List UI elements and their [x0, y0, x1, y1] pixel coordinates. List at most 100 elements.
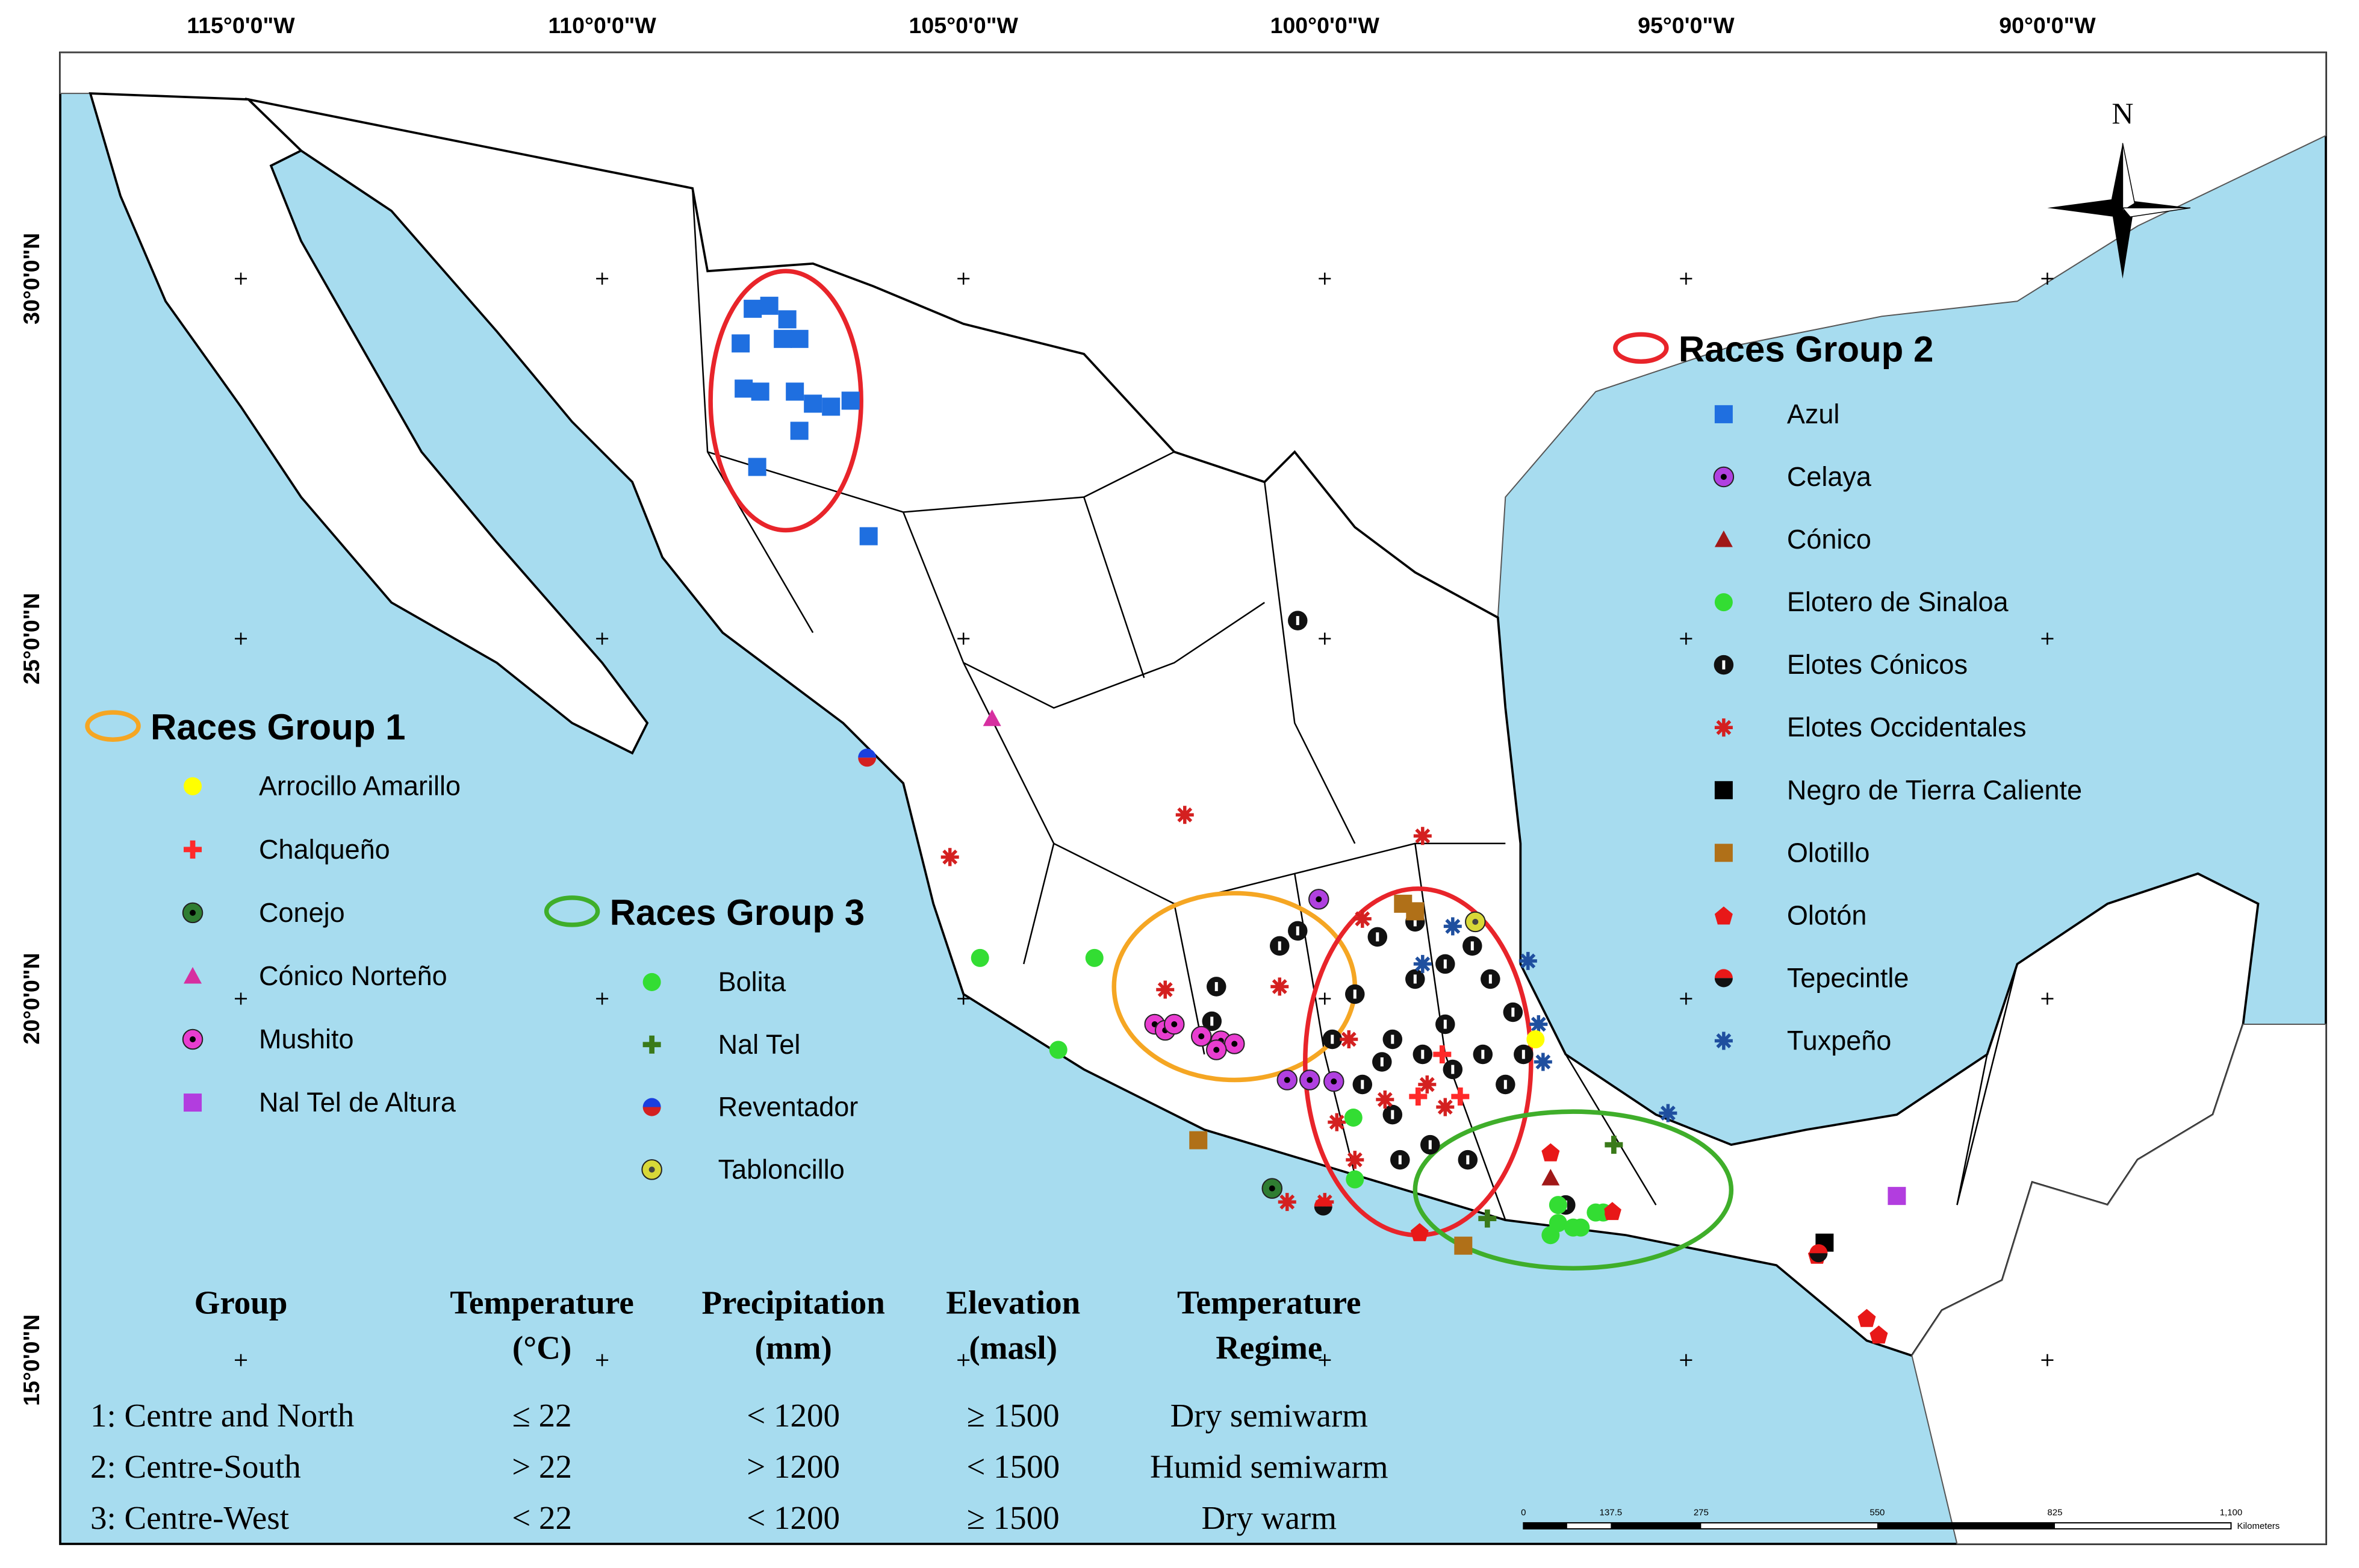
table-cell: < 1500	[966, 1448, 1060, 1485]
graticule-cross	[596, 272, 609, 285]
graticule-cross	[2041, 992, 2054, 1005]
marker	[748, 458, 766, 476]
marker-dot	[1213, 1047, 1220, 1053]
marker-dot	[1720, 473, 1727, 480]
graticule-cross	[1319, 272, 1331, 285]
marker	[1518, 951, 1537, 970]
table-header: Temperature	[450, 1284, 633, 1321]
marker	[1714, 530, 1733, 547]
marker	[1714, 844, 1733, 862]
graticule-cross	[235, 632, 247, 645]
marker	[841, 391, 860, 410]
marker	[822, 397, 841, 416]
legend-item: Cónico	[1787, 524, 1871, 555]
marker	[1809, 1244, 1828, 1254]
marker	[732, 334, 750, 353]
marker	[1541, 1169, 1560, 1186]
marker-dot	[1443, 959, 1447, 969]
marker	[790, 422, 809, 440]
marker	[1314, 1206, 1332, 1216]
north-label: N	[2112, 96, 2133, 130]
marker	[1413, 954, 1432, 973]
marker	[1443, 917, 1462, 936]
table-cell: ≥ 1500	[967, 1499, 1060, 1536]
marker-dot	[1421, 1050, 1425, 1059]
legend-item: Chalqueño	[259, 834, 390, 865]
marker	[1436, 1098, 1455, 1116]
graticule-cross	[235, 992, 247, 1005]
marker-dot	[190, 1036, 196, 1042]
lon-label: 100°0'0"W	[1270, 13, 1380, 38]
lon-label: 105°0'0"W	[909, 13, 1019, 38]
marker	[1888, 1187, 1906, 1206]
graticule-cross	[596, 1354, 609, 1366]
marker-dot	[1466, 1155, 1470, 1165]
marker	[760, 296, 779, 315]
marker	[804, 394, 822, 413]
marker	[1156, 980, 1175, 999]
marker	[1534, 1053, 1552, 1071]
marker	[1346, 1151, 1364, 1169]
marker	[971, 948, 989, 967]
graticule-cross	[1319, 992, 1331, 1005]
table-cell: Dry semiwarm	[1170, 1397, 1368, 1434]
table-cell: 3: Centre-West	[90, 1499, 289, 1536]
marker-dot	[1361, 1080, 1364, 1089]
marker	[1714, 781, 1733, 800]
north-arrow: N	[2047, 96, 2191, 279]
scale-label: 275	[1694, 1507, 1709, 1517]
legend-item: Negro de Tierra Caliente	[1787, 774, 2082, 805]
table-cell: Dry warm	[1202, 1499, 1337, 1536]
legend-item: Celaya	[1787, 461, 1872, 492]
marker	[1410, 1223, 1429, 1242]
marker	[1714, 978, 1733, 988]
marker	[786, 382, 804, 401]
marker	[1714, 906, 1733, 925]
marker	[1175, 806, 1194, 824]
legend-item: Elotero de Sinaloa	[1787, 586, 2009, 617]
table-cell: > 1200	[747, 1448, 840, 1485]
scale-unit: Kilometers	[2237, 1521, 2280, 1531]
marker	[751, 382, 769, 401]
legend-item: Bolita	[718, 966, 787, 997]
marker	[642, 1098, 661, 1107]
marker-dot	[1428, 1140, 1432, 1150]
legend-item: Nal Tel	[718, 1029, 801, 1060]
marker	[858, 758, 877, 767]
marker	[1376, 1090, 1394, 1109]
lon-label: 115°0'0"W	[187, 13, 295, 38]
graticule-cross	[1680, 272, 1692, 285]
table-cell: 1: Centre and North	[90, 1397, 354, 1434]
lat-label: 15°0'0"N	[19, 1314, 44, 1406]
marker	[1270, 977, 1289, 996]
marker	[1857, 1308, 1876, 1327]
marker-dot	[1214, 982, 1218, 991]
marker-dot	[1278, 941, 1281, 951]
table-header: Regime	[1216, 1329, 1322, 1366]
table-header: (mm)	[755, 1329, 832, 1366]
marker	[1603, 1202, 1621, 1221]
lat-label: 25°0'0"N	[19, 593, 44, 684]
table-header: Temperature	[1177, 1284, 1361, 1321]
graticule-cross	[596, 632, 609, 645]
marker	[642, 1107, 661, 1116]
marker-dot	[1171, 1021, 1178, 1027]
marker-dot	[1210, 1016, 1214, 1026]
marker-dot	[1316, 896, 1322, 903]
legend-item: Olotillo	[1787, 837, 1870, 868]
marker	[1278, 1193, 1296, 1212]
legend-item: Elotes Cónicos	[1787, 649, 1968, 680]
marker	[1714, 593, 1733, 612]
table-cell: Humid semiwarm	[1150, 1448, 1388, 1485]
graticule-cross	[235, 1354, 247, 1366]
scale-label: 0	[1521, 1507, 1526, 1517]
legend-title: Races Group 1	[151, 707, 406, 747]
graticule-cross	[2041, 632, 2054, 645]
legend-title: Races Group 3	[610, 892, 865, 933]
marker-dot	[1331, 1078, 1337, 1085]
marker	[1085, 948, 1104, 967]
marker-dot	[1231, 1041, 1238, 1047]
marker	[1659, 1104, 1677, 1122]
group2-ellipse	[708, 269, 863, 533]
graticule-cross	[957, 1354, 970, 1366]
